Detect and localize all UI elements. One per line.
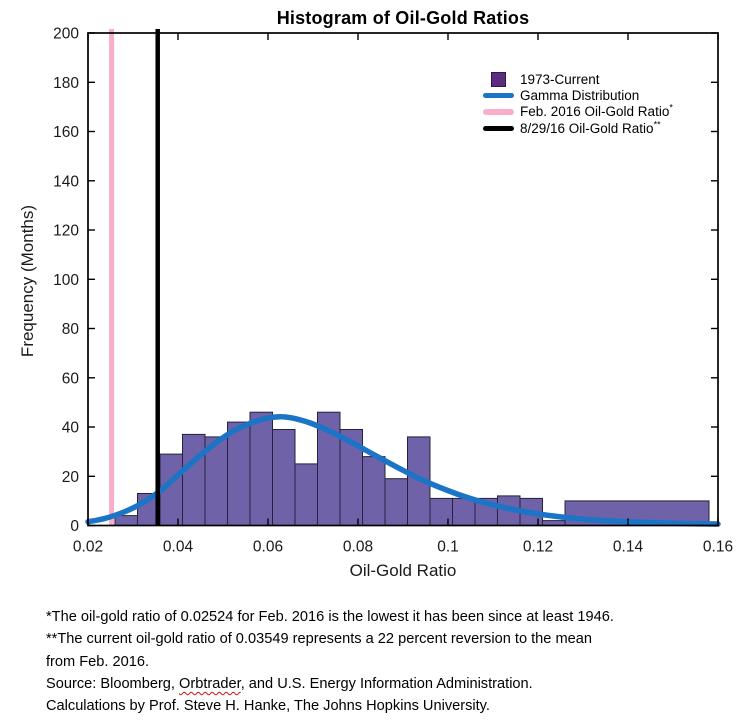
- x-tick-label: 0.04: [163, 539, 194, 556]
- x-axis-title: Oil-Gold Ratio: [349, 561, 457, 580]
- histogram-bar: [272, 429, 296, 526]
- histogram-bar: [294, 463, 318, 526]
- histogram-bar: [249, 411, 273, 527]
- histogram-bar: [362, 456, 386, 527]
- footnote-line: *The oil-gold ratio of 0.02524 for Feb. …: [46, 609, 614, 625]
- footnote-line: **The current oil-gold ratio of 0.03549 …: [46, 631, 592, 648]
- footnote-line: Calculations by Prof. Steve H. Hanke, Th…: [46, 698, 490, 715]
- gamma-line-swatch: [483, 92, 514, 99]
- legend: 1973-Current Gamma Distribution Feb. 201…: [483, 71, 673, 137]
- footnotes: *The oil-gold ratio of 0.02524 for Feb. …: [46, 606, 741, 717]
- legend-item-feb-2016: Feb. 2016 Oil-Gold Ratio*: [483, 103, 673, 120]
- histogram-bar: [227, 421, 251, 527]
- histogram-bar: [182, 433, 206, 526]
- y-tick-label: 60: [62, 370, 80, 387]
- gamma-curve: [85, 413, 721, 527]
- x-tick-label: 0.1: [437, 539, 459, 556]
- histogram-bar: [429, 497, 453, 526]
- y-tick-label: 40: [62, 420, 80, 437]
- x-tick-label: 0.14: [613, 539, 644, 556]
- legend-item-gamma-distribution: Gamma Distribution: [483, 87, 673, 103]
- x-tick-label: 0.06: [253, 539, 283, 556]
- x-tick-label: 0.02: [73, 539, 103, 556]
- legend-label: Feb. 2016 Oil-Gold Ratio: [520, 104, 670, 120]
- feb-2016-line-swatch: [483, 109, 514, 115]
- legend-item-1973-current: 1973-Current: [483, 71, 673, 87]
- y-tick-label: 0: [70, 518, 79, 535]
- chart-title: Histogram of Oil-Gold Ratios: [276, 8, 530, 28]
- aug-2016-line-swatch: [483, 125, 514, 132]
- histogram-bar: [452, 497, 476, 526]
- y-tick-label: 20: [62, 469, 80, 486]
- histogram-bar: [114, 515, 138, 526]
- y-tick-label: 140: [53, 173, 79, 190]
- histogram-swatch: [491, 71, 506, 87]
- misspelled-word: Orbtrader: [179, 675, 241, 692]
- y-tick-label: 200: [53, 26, 79, 43]
- y-tick-label: 120: [53, 223, 79, 240]
- x-tick-label: 0.08: [343, 539, 373, 556]
- legend-item-aug-2016: 8/29/16 Oil-Gold Ratio**: [483, 120, 673, 136]
- y-tick-label: 180: [53, 75, 79, 92]
- footnote-line: from Feb. 2016.: [46, 653, 150, 670]
- x-tick-label: 0.16: [703, 539, 733, 556]
- histogram-plot: 0.02 0.04 0.06 0.08 0.1 0.12 0.14 0.16 0 20 40 60 80…: [53, 26, 733, 556]
- x-tick-label: 0.12: [523, 539, 553, 556]
- footnote-source-line: Source: Bloomberg, Orbtrader, and U.S. E…: [46, 675, 533, 692]
- y-tick-label: 100: [53, 272, 79, 289]
- legend-label: Gamma Distribution: [520, 88, 640, 104]
- y-tick-label: 80: [62, 321, 80, 338]
- y-axis-title: Frequency (Months): [18, 204, 37, 358]
- histogram-bar: [384, 478, 408, 527]
- legend-label: 8/29/16 Oil-Gold Ratio: [520, 120, 654, 136]
- legend-label: 1973-Current: [520, 71, 600, 87]
- y-tick-label: 160: [53, 124, 79, 141]
